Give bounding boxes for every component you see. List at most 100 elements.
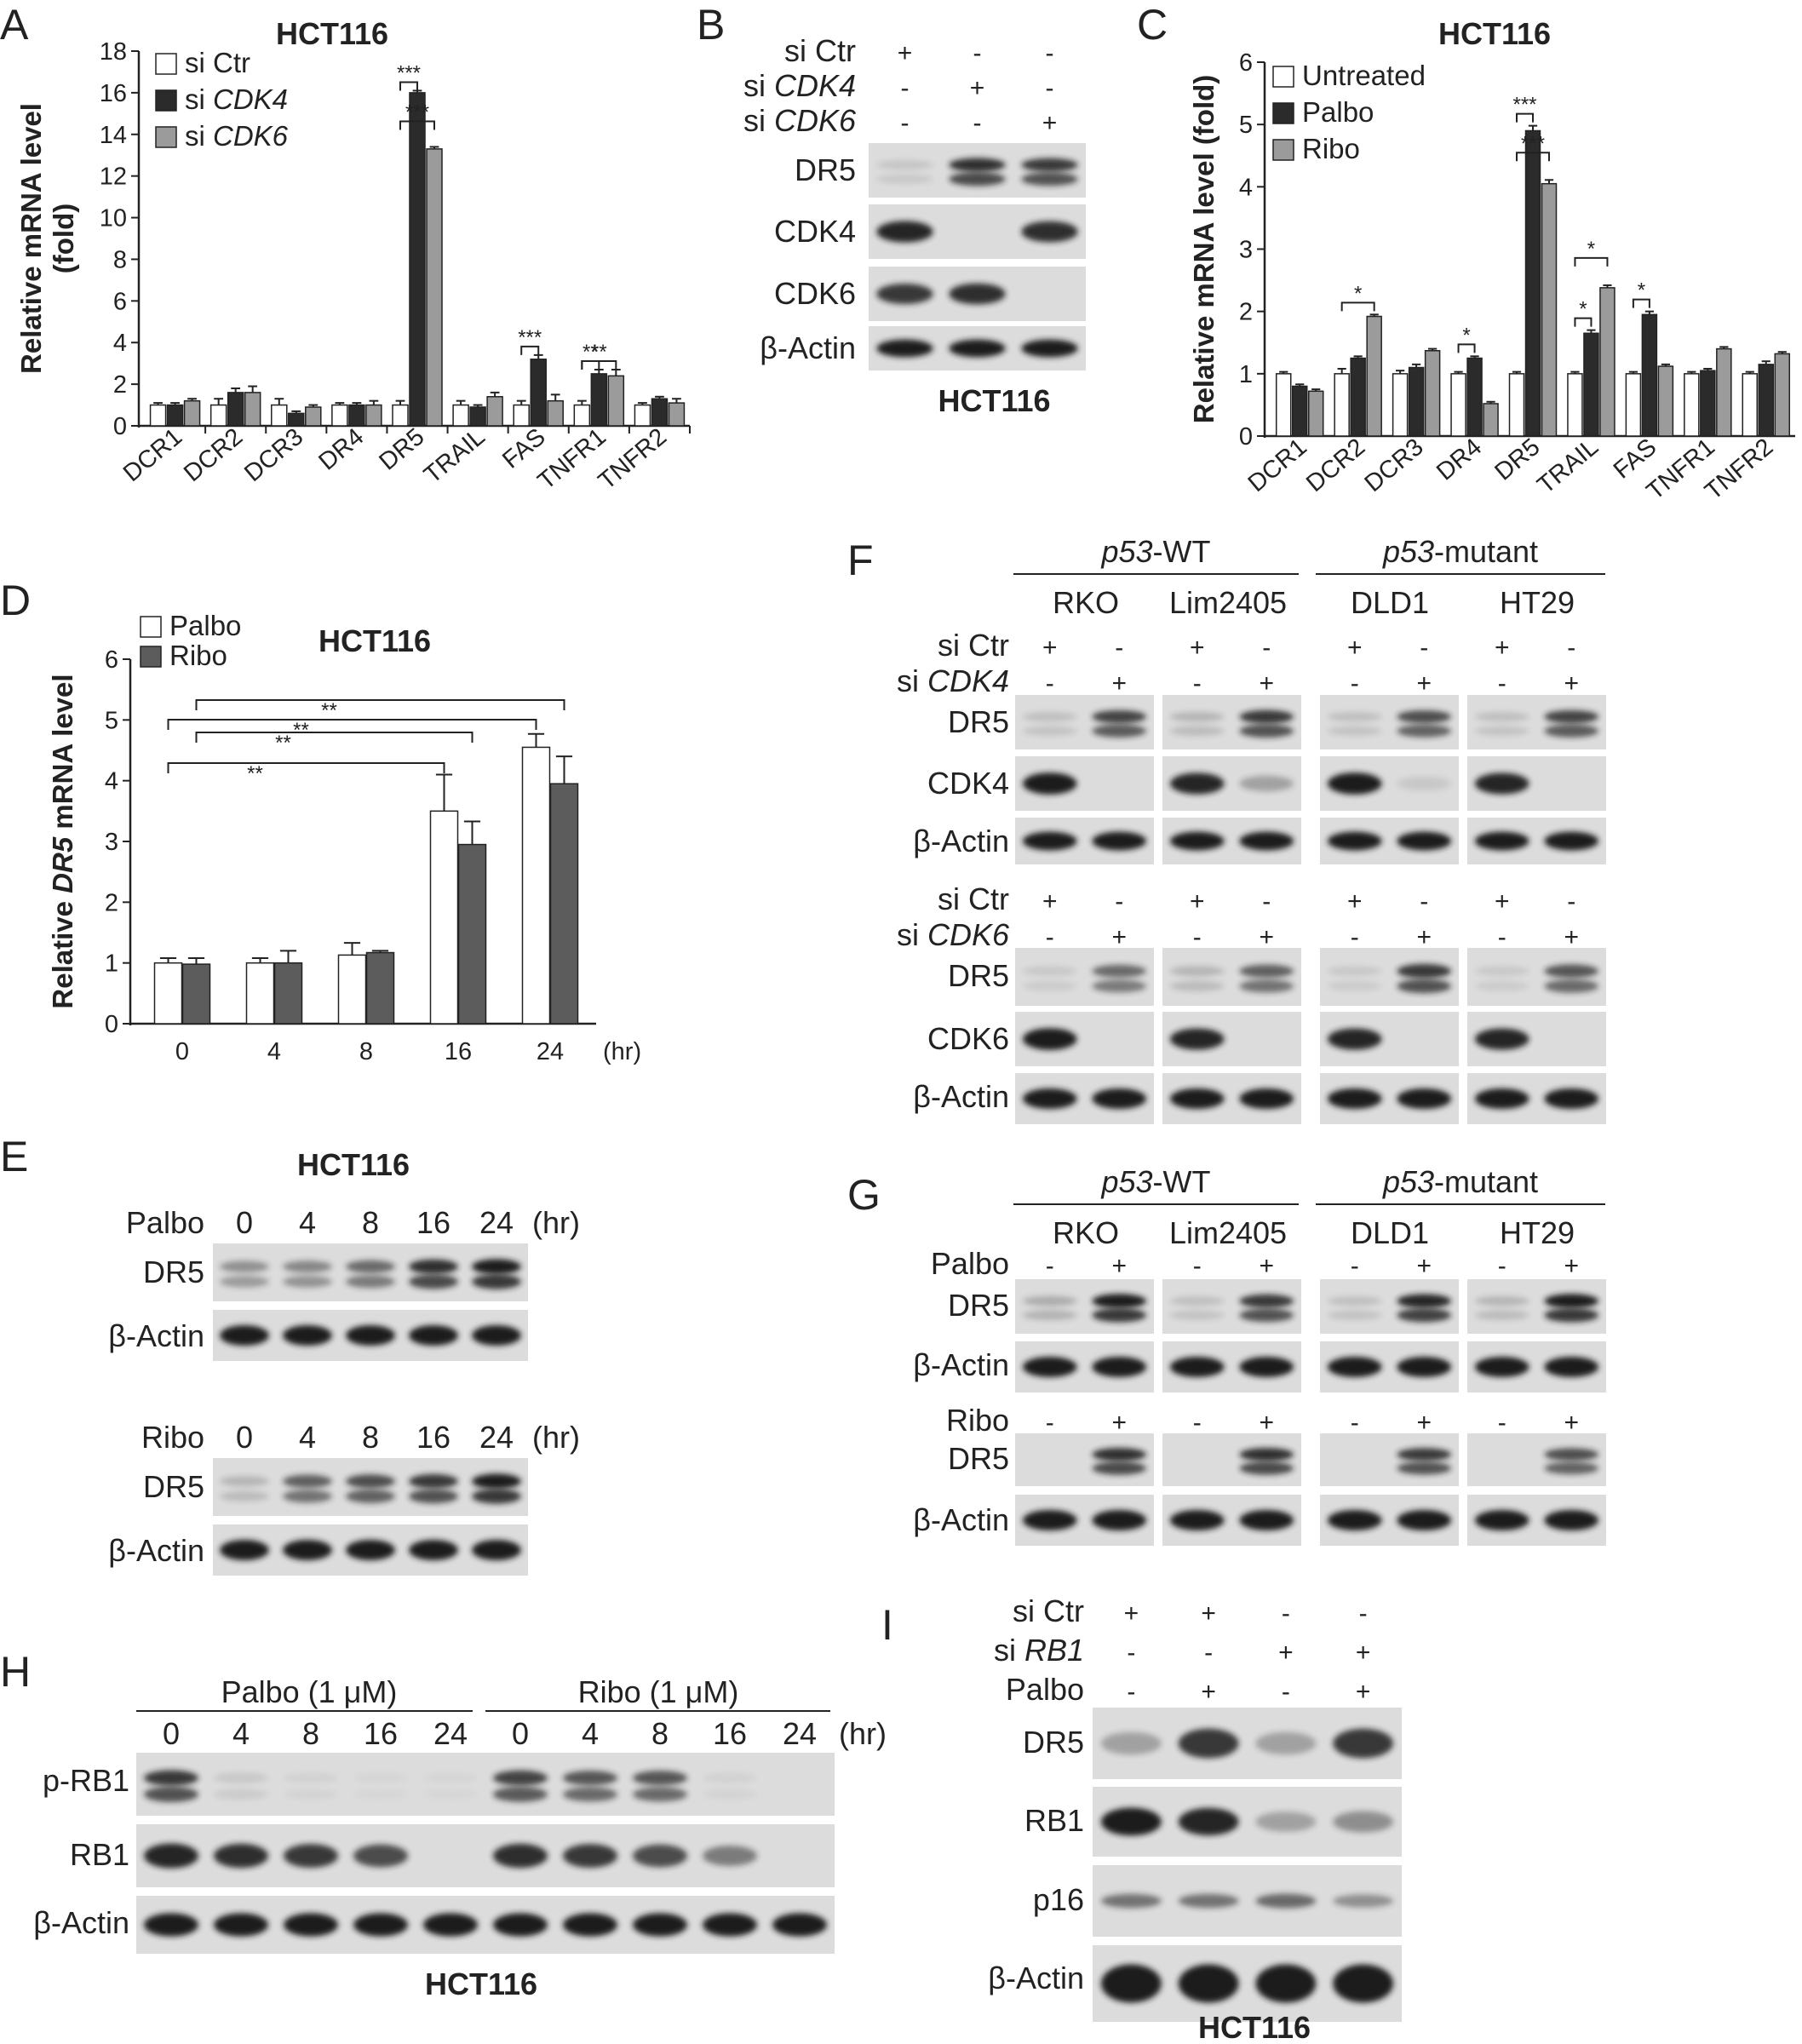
blot-e-dr5-band [220,1260,269,1272]
blot-g-actin2-band [1092,1510,1147,1530]
blot-h-prb1-band [563,1787,617,1802]
blot-h-rb1-band [144,1843,198,1869]
legend-swatch [155,126,177,148]
blot-f-condition-label-part-0: si Ctr [938,628,1009,663]
blot-g-condition-sign: + [1416,1252,1432,1280]
bar [668,402,686,427]
blot-g-dr5b-band [1239,1461,1294,1475]
blot-g-cell-label: DLD1 [1351,1215,1429,1250]
blot-h-group-label: Ribo (1 μM) [578,1674,739,1709]
blot-f-condition-sign: + [1564,923,1579,951]
chart-title: HCT116 [319,623,431,658]
blot-e-dr5-band [409,1259,458,1274]
y-tick-label: 0 [113,413,127,440]
blot-f-condition-sign: - [1262,887,1271,916]
blot-f-dr5-band [1544,709,1599,724]
bar [273,962,303,1025]
y-axis-label: Relative DR5 mRNA level [47,674,78,1008]
blot-f-dr5-band [1544,724,1599,738]
blot-i-condition-sign: - [1282,1678,1290,1706]
blot-f-cdk6-band [1022,1028,1077,1050]
bar [244,392,261,427]
blot-b-condition-label: si Ctr [784,33,856,68]
y-tick-label: 2 [1239,299,1253,326]
blot-b-row-band [876,283,933,305]
x-category-label: DCR3 [239,423,308,487]
significance-label: ** [275,732,291,755]
blot-e-unit-label: (hr) [532,1205,580,1240]
bar [1742,373,1759,437]
blot-i-condition-sign: + [1124,1599,1139,1628]
blot-g-condition-sign: - [1351,1409,1359,1437]
blot-g-condition-label-part-0: Palbo [931,1246,1009,1281]
blot-f-row-label: β-Actin [913,824,1009,858]
x-category-label: TRAIL [1532,433,1604,499]
blot-f-dr5b-band [1327,966,1382,976]
blot-h-time-label: 8 [302,1716,319,1751]
y-tick-label: 2 [113,371,127,399]
blot-f-dr5b-membrane [1467,948,1606,1006]
blot-g-condition-sign: - [1193,1409,1202,1437]
legend-label-part-1: CDK4 [213,83,288,115]
y-tick-label: 4 [1239,174,1253,201]
blot-h-time-label: 16 [364,1716,398,1751]
blot-e-dr5-band [472,1259,521,1275]
blot-b-condition-sign: - [901,74,910,102]
significance-bracket [520,345,540,355]
blot-f-actin-band [1544,831,1599,851]
bar [1291,385,1308,437]
bar [1625,373,1642,437]
blot-e-actin-band [220,1540,269,1560]
blot-e-time-label: 24 [479,1420,514,1455]
blot-f-actin2-band [1239,1088,1294,1109]
panel-label-f: F [847,537,874,584]
blot-f-condition-sign: + [1416,923,1432,951]
blot-b-row-band [876,160,933,169]
blot-f-condition-label: si Ctr [938,881,1009,916]
blot-i-rb1-band [1178,1807,1239,1836]
panel-label-h: H [0,1648,31,1696]
blot-b-row-band [949,158,1006,172]
bar [521,746,551,1025]
blot-g-dr5b-band [1397,1448,1452,1461]
y-tick-label: 3 [1239,237,1253,264]
bar [1700,370,1716,437]
bar [365,951,395,1025]
blot-b-condition-label-part-0: si Ctr [784,33,856,68]
blot-h-cell-label: HCT116 [425,1966,537,2001]
panel-label-g: G [847,1171,881,1219]
significance-label: ** [321,699,337,722]
blot-e-time-label: 8 [362,1205,379,1240]
blot-g-condition-sign: - [1498,1409,1506,1437]
blot-b-condition-label: si CDK6 [743,103,857,138]
blot-i-condition-sign: - [1127,1678,1135,1706]
x-category-label: 8 [359,1038,373,1065]
blot-g-dr5-band [1327,1310,1382,1320]
blot-f-dr5b-band [1092,964,1147,978]
blot-h-rb1-band [563,1844,617,1868]
blot-f-condition-sign: + [1347,634,1363,662]
blot-e-dr5-band [346,1474,395,1489]
bar [1774,353,1791,437]
significance-label: * [1354,282,1362,305]
blot-f-condition-sign: - [1115,634,1123,662]
blot-f-condition-sign: - [1115,887,1123,916]
chart-title: HCT116 [276,16,388,51]
blot-f-dr5-band [1397,710,1452,724]
blot-g-dr5-band [1397,1294,1452,1308]
blot-e-actin-band [472,1540,521,1560]
x-category-label: 4 [267,1038,281,1065]
blot-g-dr5-band [1022,1295,1077,1306]
legend-label: Ribo [169,640,227,671]
blot-f-condition-label-part-0: si [897,917,927,952]
bar [227,392,244,427]
blot-h-prb1-band [214,1788,268,1800]
blot-f-dr5b-band [1092,979,1147,993]
bar [337,954,367,1025]
blot-g-dr5-band [1239,1308,1294,1323]
blot-f-condition-sign: + [1190,634,1205,662]
blot-i-condition-sign: + [1278,1639,1294,1667]
bar [1657,365,1674,437]
